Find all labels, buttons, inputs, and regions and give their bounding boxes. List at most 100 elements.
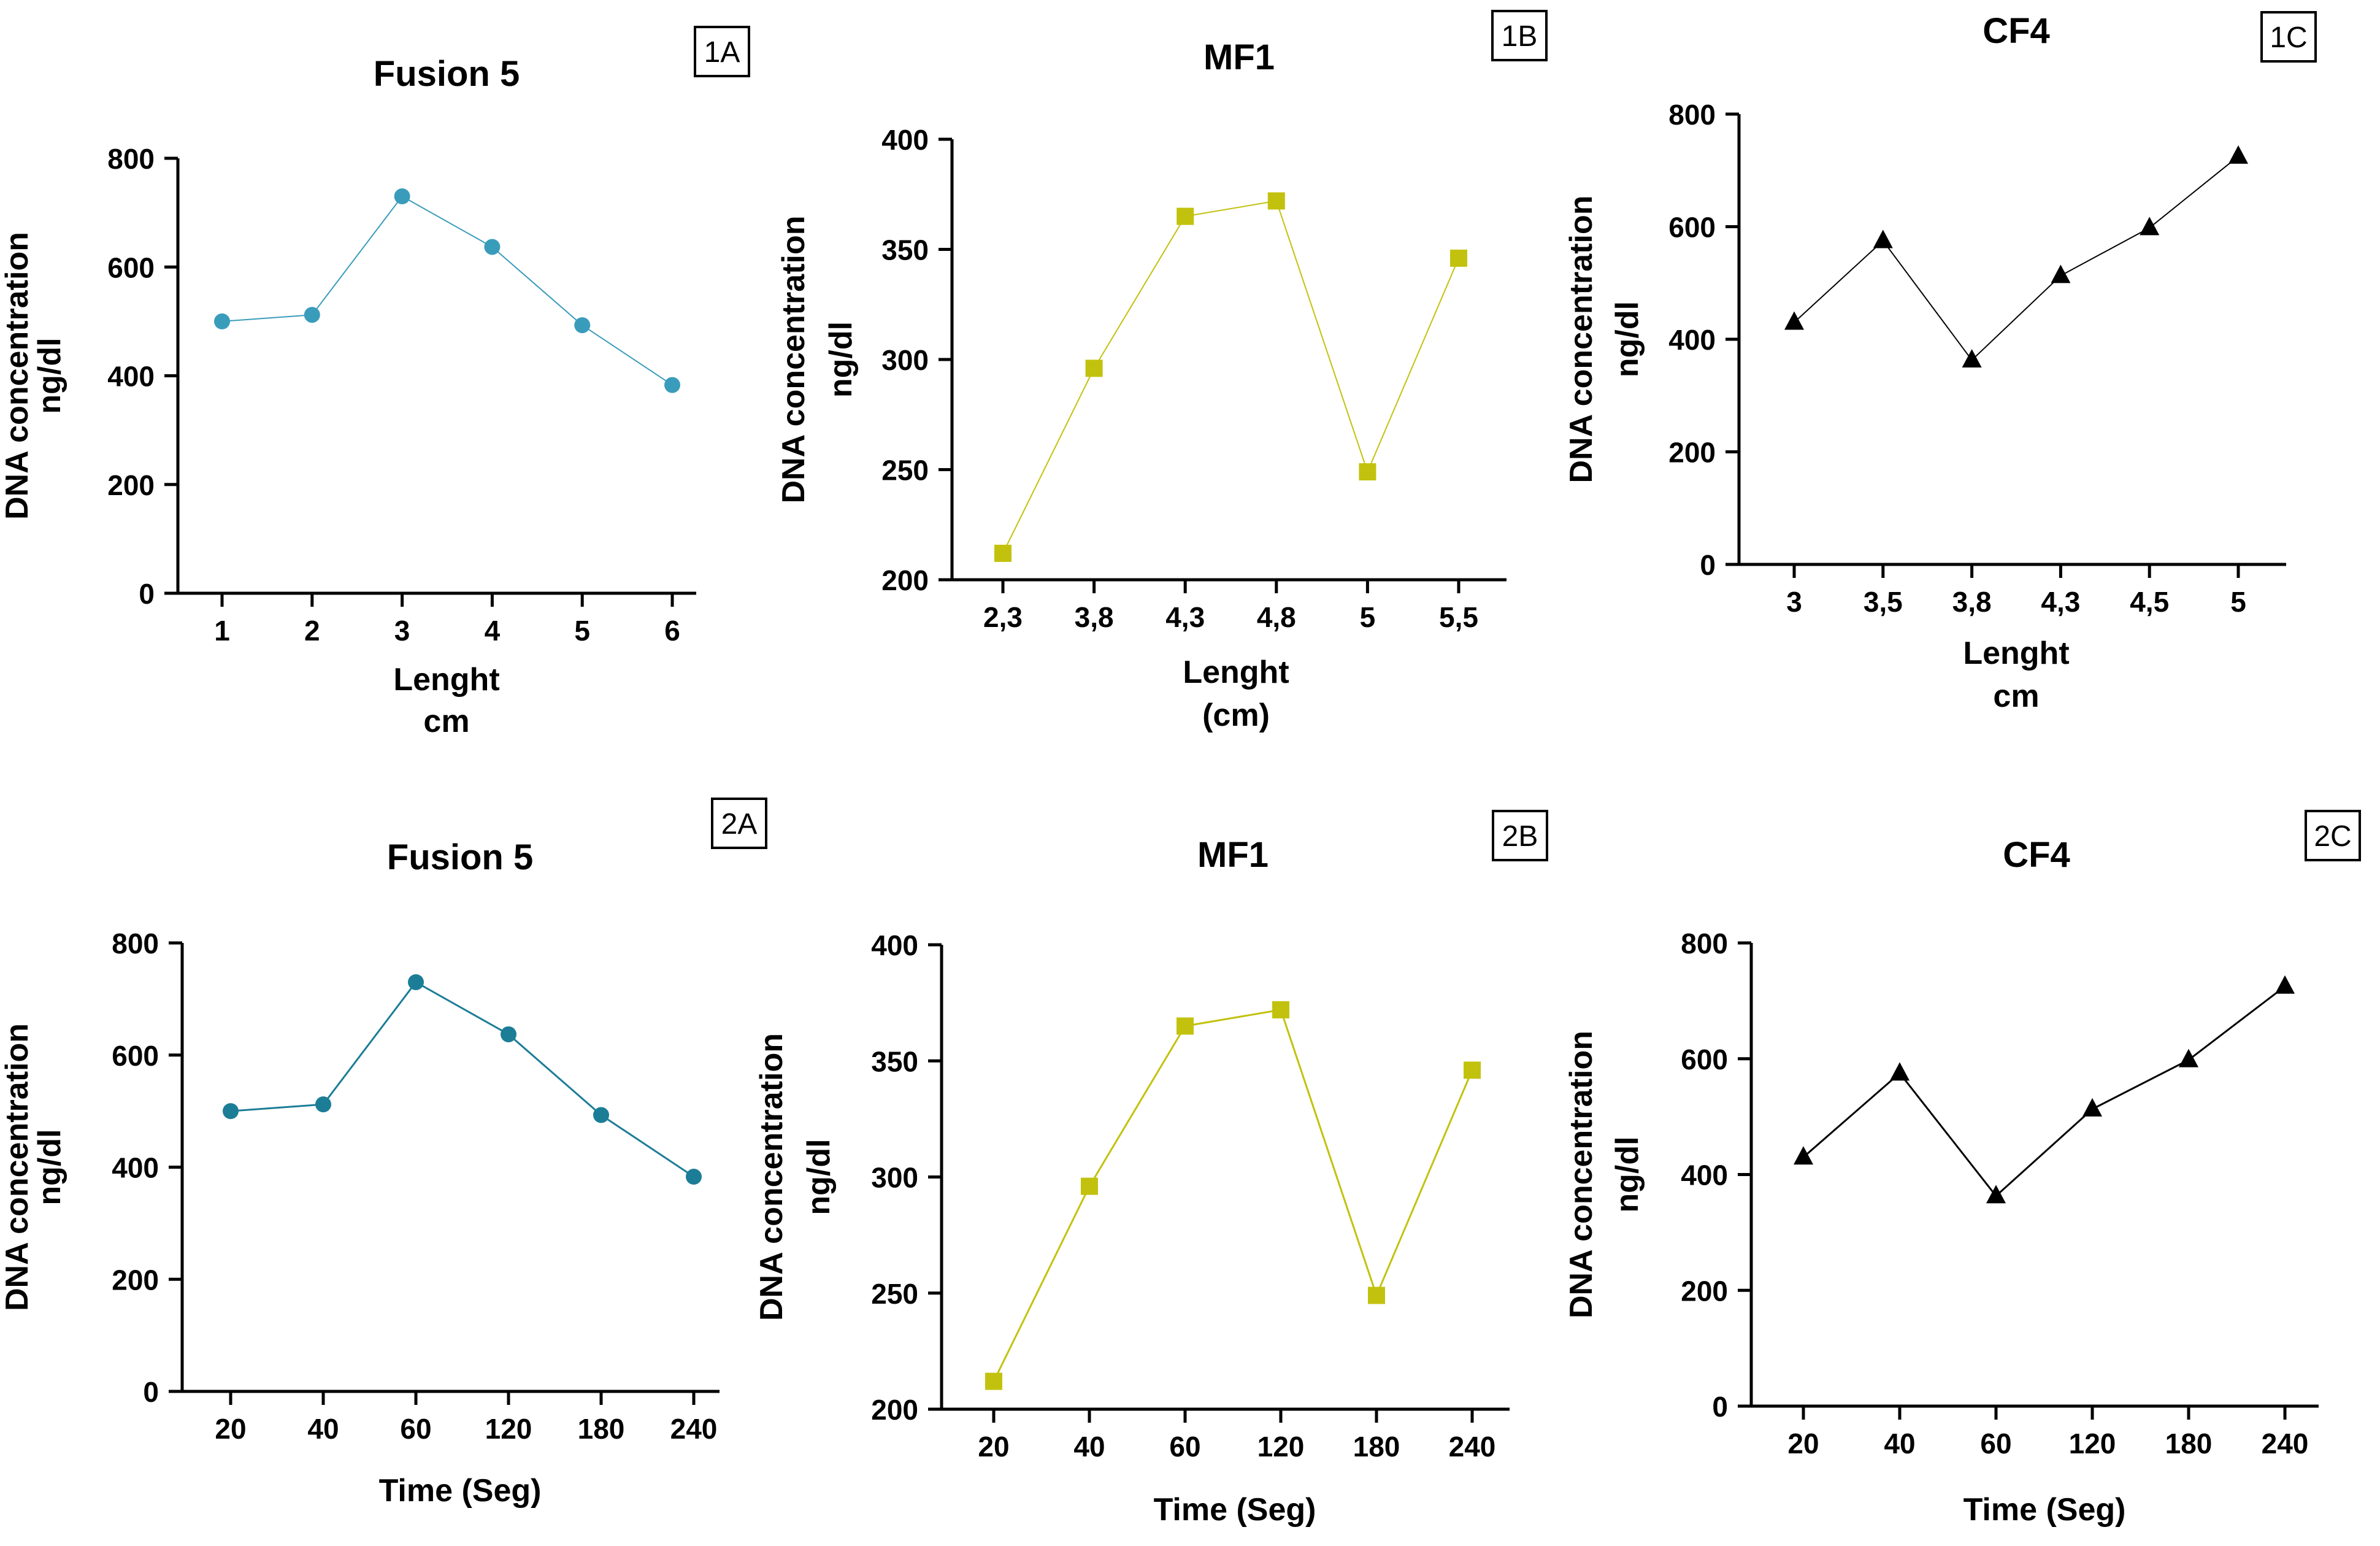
x-tick-label: 120 xyxy=(2069,1428,2116,1459)
chart-title: MF1 xyxy=(1197,835,1269,875)
x-tick-label: 5,5 xyxy=(1439,601,1478,633)
data-point xyxy=(2275,975,2295,994)
data-point xyxy=(1368,1286,1385,1304)
data-point xyxy=(1085,360,1103,377)
y-tick-label: 400 xyxy=(112,1152,159,1184)
panel-label-box xyxy=(711,798,767,849)
y-axis-label: ng/dl xyxy=(801,1139,837,1215)
x-tick-label: 4,5 xyxy=(2130,586,2169,618)
panel-label: 2C xyxy=(2305,810,2361,861)
data-point xyxy=(2051,264,2071,283)
y-tick-label: 600 xyxy=(1681,1044,1728,1075)
panel-label-text: 2B xyxy=(1502,820,1538,853)
y-tick-label: 300 xyxy=(881,344,929,376)
series-line xyxy=(1803,985,2286,1197)
panel-label-box xyxy=(2260,11,2317,63)
data-point xyxy=(985,1372,1002,1390)
y-tick-label: 0 xyxy=(139,578,155,610)
x-tick-label: 40 xyxy=(307,1413,339,1445)
x-axis-label: Time (Seg) xyxy=(379,1473,542,1509)
x-tick-label: 120 xyxy=(1257,1431,1305,1463)
data-point xyxy=(664,377,680,393)
x-tick-label: 4,3 xyxy=(2041,586,2080,618)
chart-panel-1a: Fusion 5 1A 0 200 400 600 800 1 2 3 4 5 6 Lenght cm DNA… xyxy=(0,26,750,739)
y-tick-label: 250 xyxy=(871,1278,918,1310)
data-point xyxy=(501,1026,516,1042)
data-point xyxy=(1464,1061,1481,1079)
chart-panel-2c: CF4 2C 0 200 400 600 800 20 40 60 120 180 240 Time (S… xyxy=(1564,810,2361,1528)
data-point xyxy=(1177,1017,1194,1035)
y-tick-label: 200 xyxy=(1681,1275,1728,1307)
series-line xyxy=(221,196,673,386)
y-axis-label: ng/dl xyxy=(823,321,859,398)
data-point xyxy=(593,1107,609,1123)
data-point xyxy=(1081,1177,1098,1195)
y-tick-label: 400 xyxy=(881,124,929,156)
x-axis-label: Time (Seg) xyxy=(1154,1492,1316,1528)
x-tick-label: 4,8 xyxy=(1257,601,1296,633)
data-point xyxy=(1784,311,1804,330)
x-axis-label: cm xyxy=(423,704,469,739)
data-point xyxy=(686,1169,702,1185)
data-point xyxy=(1359,463,1376,481)
x-axis-label: Lenght xyxy=(1183,655,1289,690)
chart-title: CF4 xyxy=(1983,11,2050,51)
y-tick-label: 0 xyxy=(1700,549,1716,581)
x-tick-label: 20 xyxy=(215,1413,246,1445)
y-axis-label: DNA concentration xyxy=(1564,196,1599,483)
data-point xyxy=(2179,1048,2198,1067)
x-tick-label: 240 xyxy=(1449,1431,1496,1463)
chart-title: MF1 xyxy=(1203,37,1275,77)
x-tick-label: 3,8 xyxy=(1075,601,1114,633)
panel-label-text: 1C xyxy=(2270,21,2307,54)
x-tick-label: 40 xyxy=(1073,1431,1105,1463)
data-point xyxy=(214,313,230,329)
x-tick-label: 20 xyxy=(978,1431,1009,1463)
y-axis-label: DNA concentration xyxy=(754,1033,789,1321)
chart-panel-1c: CF4 1C 0 200 400 600 800 3 3,5 3,8 4,3 4,5 5 Lenght cm… xyxy=(1564,11,2317,714)
chart-panel-2a: Fusion 5 2A 0 200 400 600 800 20 40 60 120 180 240 Ti… xyxy=(0,798,767,1509)
x-tick-label: 3 xyxy=(1786,586,1802,618)
x-tick-label: 60 xyxy=(1169,1431,1200,1463)
data-point xyxy=(1267,192,1285,210)
data-point xyxy=(994,544,1012,562)
x-tick-label: 240 xyxy=(670,1413,718,1445)
y-tick-label: 200 xyxy=(112,1264,159,1296)
x-axis-label: Time (Seg) xyxy=(1964,1492,2126,1528)
x-tick-label: 5 xyxy=(574,615,590,647)
panel-label-box xyxy=(2305,810,2361,861)
y-tick-label: 400 xyxy=(871,929,918,961)
data-point xyxy=(2140,217,2160,236)
panel-label-box xyxy=(694,26,750,77)
x-tick-label: 180 xyxy=(2165,1428,2213,1459)
y-tick-label: 200 xyxy=(107,469,155,501)
y-tick-label: 400 xyxy=(107,361,155,393)
x-tick-label: 40 xyxy=(1884,1428,1915,1459)
data-point xyxy=(1177,207,1194,225)
series-line xyxy=(230,981,694,1178)
y-tick-label: 300 xyxy=(871,1162,918,1194)
y-axis-label: DNA concentration xyxy=(776,216,812,504)
y-tick-label: 0 xyxy=(143,1376,159,1408)
panel-label: 2B xyxy=(1492,810,1548,861)
series-line xyxy=(1794,156,2239,361)
x-axis-label: (cm) xyxy=(1202,698,1270,733)
panel-label-text: 2C xyxy=(2314,820,2351,853)
y-axis-label: DNA concentration xyxy=(0,232,35,520)
x-tick-label: 6 xyxy=(664,615,680,647)
x-tick-label: 2 xyxy=(304,615,320,647)
y-tick-label: 0 xyxy=(1712,1391,1728,1423)
y-axis-label: ng/dl xyxy=(32,337,67,413)
x-tick-label: 3,5 xyxy=(1864,586,1903,618)
x-tick-label: 180 xyxy=(1353,1431,1400,1463)
y-axis-label: DNA concentration xyxy=(0,1023,35,1311)
y-tick-label: 350 xyxy=(871,1045,918,1077)
y-tick-label: 800 xyxy=(1668,99,1716,131)
y-tick-label: 600 xyxy=(1668,212,1716,244)
y-tick-label: 600 xyxy=(112,1040,159,1072)
data-point xyxy=(1986,1185,2006,1204)
data-point xyxy=(315,1096,331,1113)
x-tick-label: 5 xyxy=(2230,586,2246,618)
x-tick-label: 240 xyxy=(2262,1428,2309,1459)
y-tick-label: 800 xyxy=(112,928,159,960)
